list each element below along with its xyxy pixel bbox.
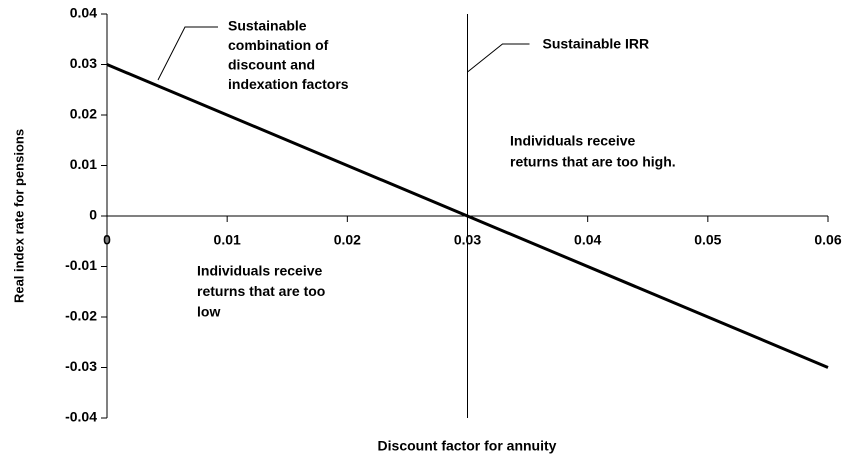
x-tick-label: 0.02 xyxy=(334,232,361,248)
leader-line xyxy=(467,43,530,73)
leader-line xyxy=(157,26,218,81)
annotation: returns that are too xyxy=(197,283,325,299)
y-tick-label: 0.04 xyxy=(70,5,97,21)
annotation: Sustainable xyxy=(228,18,307,34)
y-tick-label: 0.03 xyxy=(70,55,97,71)
y-tick-label: -0.03 xyxy=(65,358,97,374)
annotation: Individuals receive xyxy=(510,133,635,149)
y-tick-label: -0.02 xyxy=(65,308,97,324)
series-line xyxy=(106,63,829,369)
x-tick-label: 0.04 xyxy=(574,232,601,248)
x-tick-label: 0 xyxy=(103,232,111,248)
annotation: indexation factors xyxy=(228,76,349,92)
annotation: low xyxy=(197,304,220,320)
annotation: returns that are too high. xyxy=(510,154,676,170)
y-tick-label: 0 xyxy=(89,207,97,223)
x-axis-label: Discount factor for annuity xyxy=(378,438,557,454)
y-tick-label: 0.02 xyxy=(70,106,97,122)
annotation: Individuals receive xyxy=(197,263,322,279)
x-tick-label: 0.01 xyxy=(214,232,241,248)
y-axis-label: Real index rate for pensions xyxy=(11,129,26,303)
annotation: combination of xyxy=(228,37,329,53)
y-tick-label: -0.04 xyxy=(65,409,97,425)
annotation: discount and xyxy=(228,57,315,73)
x-tick-label: 0.05 xyxy=(694,232,721,248)
y-tick-label: -0.01 xyxy=(65,257,97,273)
y-tick-label: 0.01 xyxy=(70,156,97,172)
reference-label: Sustainable IRR xyxy=(543,36,650,52)
x-tick-label: 0.06 xyxy=(814,232,841,248)
